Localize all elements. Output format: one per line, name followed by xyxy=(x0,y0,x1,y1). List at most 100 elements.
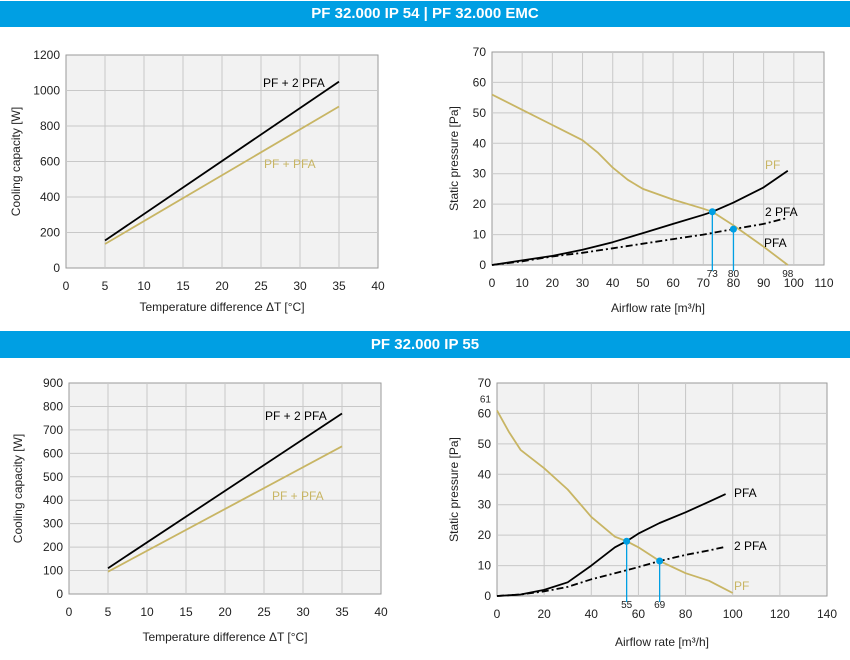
x-tick-label: 5 xyxy=(102,279,109,293)
x-tick-label: 25 xyxy=(257,605,271,619)
x-tick-label: 80 xyxy=(679,607,693,621)
y-axis-label: Cooling capacity [W] xyxy=(9,107,23,216)
series-line-pf-2-pfa xyxy=(104,80,340,242)
series-label: PF xyxy=(765,158,780,172)
x-tick-label: 20 xyxy=(537,607,551,621)
x-tick-label: 40 xyxy=(371,279,385,293)
y-tick-label: 40 xyxy=(473,136,487,150)
y-tick-label: 30 xyxy=(478,498,492,512)
series-label: PF xyxy=(734,579,749,593)
series-line-pf xyxy=(496,409,734,594)
y-axis-label: Static pressure [Pa] xyxy=(447,106,461,211)
x-tick-label: 0 xyxy=(489,276,496,290)
y-tick-label: 100 xyxy=(43,564,63,578)
x-tick-label: 100 xyxy=(784,276,804,290)
operating-point-label: 55 xyxy=(621,600,633,611)
y-tick-label: 700 xyxy=(43,423,63,437)
y-tick-label: 1000 xyxy=(33,84,60,98)
y-tick-label-extra: 61 xyxy=(480,394,492,405)
x-axis-label: Airflow rate [m³/h] xyxy=(611,301,705,315)
y-tick-label: 600 xyxy=(43,446,63,460)
x-tick-label: 35 xyxy=(332,279,346,293)
y-tick-label: 70 xyxy=(478,376,492,390)
x-tick-label: 80 xyxy=(727,276,741,290)
x-tick-label: 20 xyxy=(218,605,232,619)
y-tick-label: 40 xyxy=(478,467,492,481)
x-tick-label: 40 xyxy=(585,607,599,621)
x-tick-label: 110 xyxy=(814,276,833,290)
operating-point-label: 73 xyxy=(707,269,719,280)
x-tick-label: 140 xyxy=(817,607,837,621)
series-line-pfa xyxy=(496,493,726,597)
y-axis-label: Static pressure [Pa] xyxy=(447,437,461,542)
x-tick-label: 15 xyxy=(176,279,190,293)
operating-point-marker xyxy=(729,225,737,233)
y-axis-label: Cooling capacity [W] xyxy=(11,434,25,543)
y-tick-label: 800 xyxy=(43,399,63,413)
x-tick-label: 30 xyxy=(576,276,590,290)
y-tick-label: 400 xyxy=(40,190,60,204)
x-tick-label: 60 xyxy=(632,607,646,621)
operating-point-marker xyxy=(656,557,664,565)
series-label: PF + PFA xyxy=(264,157,316,171)
x-tick-label: 100 xyxy=(723,607,743,621)
y-tick-label: 400 xyxy=(43,493,63,507)
operating-point-marker xyxy=(623,537,631,545)
x-tick-label: 15 xyxy=(179,605,193,619)
y-tick-label: 600 xyxy=(40,155,60,169)
series-line-2-pfa xyxy=(496,546,724,597)
series-label: 2 PFA xyxy=(734,539,767,553)
series-line-2-pfa xyxy=(491,216,789,266)
y-tick-label: 200 xyxy=(43,540,63,554)
x-tick-label: 70 xyxy=(697,276,711,290)
x-tick-label: 5 xyxy=(105,605,112,619)
y-tick-label: 70 xyxy=(473,45,487,59)
x-axis-label: Temperature difference ΔT [°C] xyxy=(142,630,307,644)
x-tick-label: 0 xyxy=(66,605,73,619)
y-tick-label: 800 xyxy=(40,119,60,133)
x-tick-label: 30 xyxy=(293,279,307,293)
x-tick-label: 20 xyxy=(546,276,560,290)
x-axis-label: Temperature difference ΔT [°C] xyxy=(139,300,304,314)
y-tick-label: 0 xyxy=(484,589,491,603)
x-tick-label: 90 xyxy=(757,276,771,290)
series-line-pf-pfa xyxy=(104,105,340,245)
y-tick-label: 60 xyxy=(473,75,487,89)
operating-point-marker xyxy=(708,208,716,216)
x-tick-label: 40 xyxy=(606,276,620,290)
operating-point-label: 80 xyxy=(728,269,740,280)
series-label: PF + 2 PFA xyxy=(263,76,325,90)
x-tick-label: 10 xyxy=(516,276,530,290)
x-tick-label: 20 xyxy=(215,279,229,293)
plot-area xyxy=(496,382,828,597)
series-label: 2 PFA xyxy=(765,205,798,219)
y-tick-label: 300 xyxy=(43,517,63,531)
x-tick-label: 10 xyxy=(137,279,151,293)
y-tick-label: 50 xyxy=(478,437,492,451)
x-tick-label: 40 xyxy=(374,605,388,619)
operating-point-label: 69 xyxy=(654,600,666,611)
section-banner-ip54: PF 32.000 IP 54 | PF 32.000 EMC xyxy=(0,1,850,27)
x-tick-label: 120 xyxy=(770,607,790,621)
y-tick-label: 30 xyxy=(473,167,487,181)
x-tick-label: 25 xyxy=(254,279,268,293)
y-tick-label: 60 xyxy=(478,406,492,420)
curve-end-label: 98 xyxy=(782,269,794,280)
y-tick-label: 1200 xyxy=(33,48,60,62)
y-tick-label: 0 xyxy=(53,261,60,275)
y-tick-label: 900 xyxy=(43,376,63,390)
section-banner-ip55: PF 32.000 IP 55 xyxy=(0,331,850,358)
series-label: PFA xyxy=(764,236,787,250)
y-tick-label: 10 xyxy=(473,228,487,242)
x-tick-label: 50 xyxy=(636,276,650,290)
y-tick-label: 20 xyxy=(473,197,487,211)
series-line-pf-2-pfa xyxy=(107,412,343,569)
series-line-pf-pfa xyxy=(107,445,343,573)
x-tick-label: 10 xyxy=(140,605,154,619)
series-label: PF + 2 PFA xyxy=(265,409,327,423)
x-tick-label: 30 xyxy=(296,605,310,619)
